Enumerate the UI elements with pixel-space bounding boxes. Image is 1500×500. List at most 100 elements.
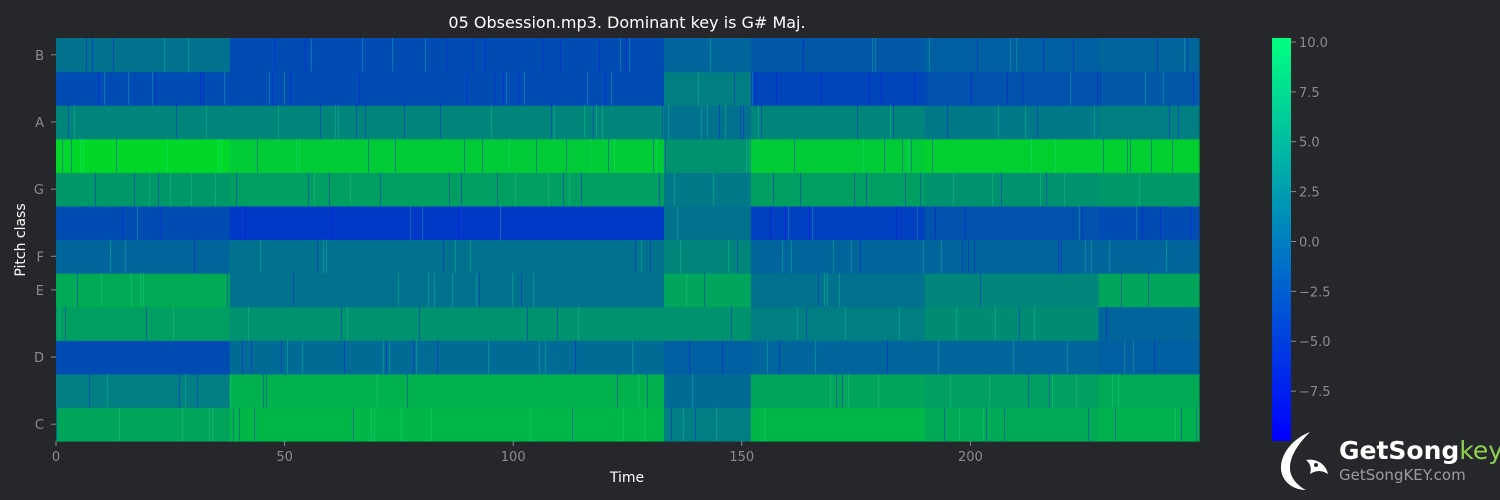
- heatmap-cell-f-3: [750, 239, 926, 274]
- heatmap-cell-d-3: [750, 340, 926, 375]
- colorbar-tick-label-1: 7.5: [1299, 86, 1320, 101]
- heatmap-cell-a-4: [924, 105, 1100, 140]
- x-tick-label-50: 50: [276, 450, 293, 465]
- heatmap-cell-asharp-4: [924, 71, 1100, 106]
- colorbar-tick-label-5: −2.5: [1299, 285, 1331, 300]
- x-axis-ticks: 0 50 100 150 200: [52, 441, 983, 465]
- heatmap-texture: [56, 38, 1197, 441]
- heatmap-cell-csharp-2: [664, 373, 752, 409]
- heatmap-cell-c-4: [924, 407, 1100, 442]
- heatmap-cell-c-5: [1098, 407, 1200, 442]
- heatmap-cell-a-1: [229, 105, 665, 140]
- heatmap-cell-d-1: [229, 340, 665, 375]
- colorbar-tick-label-4: 0.0: [1299, 235, 1320, 250]
- heatmap-cell-dsharp-2: [664, 306, 752, 341]
- y-axis-ticks: C D E F G A B: [34, 49, 56, 433]
- colorbar-tick-label-2: 5.0: [1299, 136, 1320, 151]
- heatmap-cell-b-2: [664, 38, 752, 73]
- colorbar-tick-label-6: −5.0: [1299, 335, 1331, 350]
- heatmap-cell-c-2: [664, 407, 752, 442]
- heatmap-cell-dsharp-0: [56, 306, 231, 341]
- heatmap-cell-g-3: [750, 172, 926, 207]
- heatmap-cell-c-1: [229, 407, 665, 442]
- y-tick-label-f: F: [37, 250, 44, 265]
- heatmap-cell-e-4: [924, 273, 1100, 308]
- brand-url: GetSongKEY.com: [1339, 466, 1466, 484]
- heatmap-cell-d-5: [1098, 340, 1200, 375]
- y-tick-label-a: A: [35, 116, 44, 131]
- heatmap-cell-dsharp-5: [1098, 306, 1200, 341]
- heatmap-cell-d-4: [924, 340, 1100, 375]
- brand-name: GetSongkey: [1339, 436, 1500, 465]
- heatmap-cell-g-4: [924, 172, 1100, 207]
- colorbar: [1272, 38, 1291, 441]
- heatmap-cell-f-0: [56, 239, 231, 274]
- heatmap-cell-f-4: [924, 239, 1100, 274]
- y-axis-label: Pitch class: [13, 203, 29, 276]
- heatmap-cell-b-5: [1098, 38, 1200, 73]
- heatmap-cell-a-2: [664, 105, 752, 140]
- y-tick-label-c: C: [35, 418, 44, 433]
- heatmap-cell-fsharp-4: [924, 205, 1100, 241]
- heatmap-cell-d-0: [56, 340, 231, 375]
- heatmap-cell-fsharp-3: [750, 205, 926, 241]
- heatmap-cell-b-3: [750, 38, 926, 73]
- heatmap-cell-gsharp-1: [229, 138, 665, 173]
- heatmap-cell-f-2: [664, 239, 752, 274]
- heatmap-cell-f-5: [1098, 239, 1200, 274]
- heatmap-cell-fsharp-2: [664, 205, 752, 241]
- colorbar-ticks: 10.0 7.5 5.0 2.5 0.0 −2.5 −5.0 −7.5: [1291, 36, 1331, 400]
- bird-logo-icon: [1280, 432, 1328, 490]
- heatmap-cell-g-5: [1098, 172, 1200, 207]
- getsongkey-watermark: GetSongkey GetSongKEY.com: [1276, 430, 1500, 494]
- heatmap-cell-b-0: [56, 38, 231, 73]
- heatmap-cell-gsharp-3: [750, 138, 926, 173]
- heatmap-cell-gsharp-5: [1098, 138, 1200, 173]
- x-tick-label-150: 150: [729, 450, 754, 465]
- heatmap-cell-b-1: [229, 38, 665, 73]
- heatmap-cell-asharp-2: [664, 71, 752, 106]
- heatmap-cell-asharp-5: [1098, 71, 1200, 106]
- heatmap-cell-asharp-3: [750, 71, 926, 106]
- heatmap-cell-fsharp-5: [1098, 205, 1200, 241]
- x-tick-label-0: 0: [52, 450, 60, 465]
- y-tick-label-g: G: [34, 183, 44, 198]
- heatmap-cell-fsharp-1: [229, 205, 665, 241]
- heatmap-cell-c-3: [750, 407, 926, 442]
- heatmap-cell-a-3: [750, 105, 926, 140]
- heatmap-cells: [56, 38, 1200, 442]
- heatmap-cell-gsharp-4: [924, 138, 1100, 173]
- brand-name-accent: key: [1459, 436, 1500, 465]
- brand-name-main: GetSong: [1339, 436, 1460, 465]
- heatmap-cell-e-2: [664, 273, 752, 308]
- heatmap-cell-a-5: [1098, 105, 1200, 140]
- x-axis-label: Time: [609, 470, 644, 486]
- heatmap-cell-csharp-4: [924, 373, 1100, 409]
- heatmap-cell-d-2: [664, 340, 752, 375]
- colorbar-tick-label-0: 10.0: [1299, 36, 1328, 51]
- heatmap-cell-c-0: [56, 407, 231, 442]
- heatmap-cell-e-0: [56, 273, 231, 308]
- heatmap-cell-csharp-3: [750, 373, 926, 409]
- heatmap-cell-csharp-5: [1098, 373, 1200, 409]
- heatmap-cell-e-3: [750, 273, 926, 308]
- y-tick-label-d: D: [34, 351, 44, 366]
- y-tick-label-e: E: [36, 284, 44, 299]
- heatmap-cell-g-2: [664, 172, 752, 207]
- heatmap-cell-dsharp-1: [229, 306, 665, 341]
- colorbar-tick-label-7: −7.5: [1299, 385, 1331, 400]
- chart-title: 05 Obsession.mp3. Dominant key is G# Maj…: [448, 13, 805, 32]
- heatmap-cell-e-1: [229, 273, 665, 308]
- heatmap-cell-fsharp-0: [56, 205, 231, 241]
- heatmap-cell-g-1: [229, 172, 665, 207]
- heatmap-cell-csharp-0: [56, 373, 231, 409]
- heatmap-cell-f-1: [229, 239, 665, 274]
- heatmap-cell-gsharp-0: [56, 138, 231, 173]
- heatmap-cell-a-0: [56, 105, 231, 140]
- heatmap-cell-asharp-0: [56, 71, 231, 106]
- colorbar-tick-label-3: 2.5: [1299, 186, 1320, 201]
- heatmap-cell-gsharp-2: [664, 138, 752, 173]
- heatmap-cell-asharp-1: [229, 71, 665, 106]
